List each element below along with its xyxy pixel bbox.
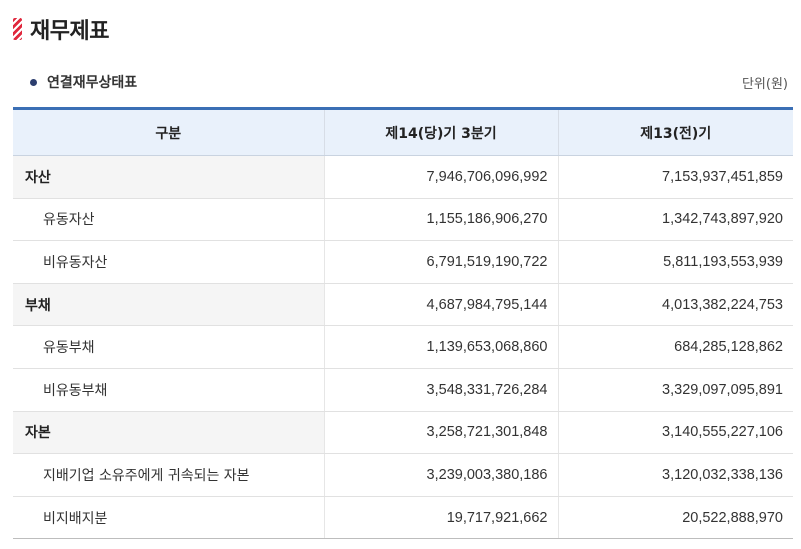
current-period-value: 4,687,984,795,144 [323, 283, 558, 327]
row-label: 유동자산 [13, 198, 324, 242]
current-period-value: 1,155,186,906,270 [323, 198, 558, 242]
row-label: 자산 [13, 155, 324, 199]
current-period-value: 6,791,519,190,722 [323, 240, 558, 284]
column-header-previous-period: 제13(전)기 [557, 107, 793, 156]
row-label: 비지배지분 [13, 496, 324, 540]
previous-period-value: 5,811,193,553,939 [557, 240, 793, 284]
balance-sheet-table: 구분 제14(당)기 3분기 제13(전)기 자산 7,946,706,096,9… [13, 107, 793, 540]
table-header-row: 구분 제14(당)기 3분기 제13(전)기 [13, 107, 793, 156]
table-row: 자산 7,946,706,096,992 7,153,937,451,859 [13, 155, 793, 199]
previous-period-value: 3,140,555,227,106 [557, 411, 793, 455]
current-period-value: 1,139,653,068,860 [323, 325, 558, 369]
current-period-value: 3,239,003,380,186 [323, 453, 558, 497]
previous-period-value: 7,153,937,451,859 [557, 155, 793, 199]
table-row: 유동부채 1,139,653,068,860 684,285,128,862 [13, 325, 793, 369]
bullet-dot-icon [30, 78, 37, 86]
column-header-current-period: 제14(당)기 3분기 [323, 107, 558, 156]
row-label: 유동부채 [13, 325, 324, 369]
previous-period-value: 20,522,888,970 [557, 496, 793, 540]
table-row: 비유동자산 6,791,519,190,722 5,811,193,553,939 [13, 240, 793, 284]
previous-period-value: 4,013,382,224,753 [557, 283, 793, 327]
section-title-block: 연결재무상태표 [30, 72, 137, 92]
section-header: 연결재무상태표 단위(원) [30, 70, 788, 94]
previous-period-value: 3,329,097,095,891 [557, 368, 793, 412]
table-row: 부채 4,687,984,795,144 4,013,382,224,753 [13, 283, 793, 327]
table-row: 자본 3,258,721,301,848 3,140,555,227,106 [13, 411, 793, 455]
current-period-value: 3,548,331,726,284 [323, 368, 558, 412]
previous-period-value: 684,285,128,862 [557, 325, 793, 369]
page-title-block: 재무제표 [13, 14, 109, 44]
previous-period-value: 1,342,743,897,920 [557, 198, 793, 242]
table-row: 비유동부채 3,548,331,726,284 3,329,097,095,891 [13, 368, 793, 412]
row-label: 비유동자산 [13, 240, 324, 284]
page-title: 재무제표 [30, 19, 109, 44]
unit-label: 단위(원) [741, 76, 788, 92]
previous-period-value: 3,120,032,338,136 [557, 453, 793, 497]
row-label: 비유동부채 [13, 368, 324, 412]
row-label: 자본 [13, 411, 324, 455]
table-row: 지배기업 소유주에게 귀속되는 자본 3,239,003,380,186 3,120… [13, 453, 793, 497]
current-period-value: 7,946,706,096,992 [323, 155, 558, 199]
column-header-category: 구분 [13, 107, 324, 156]
row-label: 부채 [13, 283, 324, 327]
section-title: 연결재무상태표 [47, 75, 138, 91]
current-period-value: 3,258,721,301,848 [323, 411, 558, 455]
current-period-value: 19,717,921,662 [323, 496, 558, 540]
table-row: 유동자산 1,155,186,906,270 1,342,743,897,920 [13, 198, 793, 242]
table-row: 비지배지분 19,717,921,662 20,522,888,970 [13, 496, 793, 540]
row-label: 지배기업 소유주에게 귀속되는 자본 [13, 453, 324, 497]
striped-marker-icon [13, 18, 22, 40]
